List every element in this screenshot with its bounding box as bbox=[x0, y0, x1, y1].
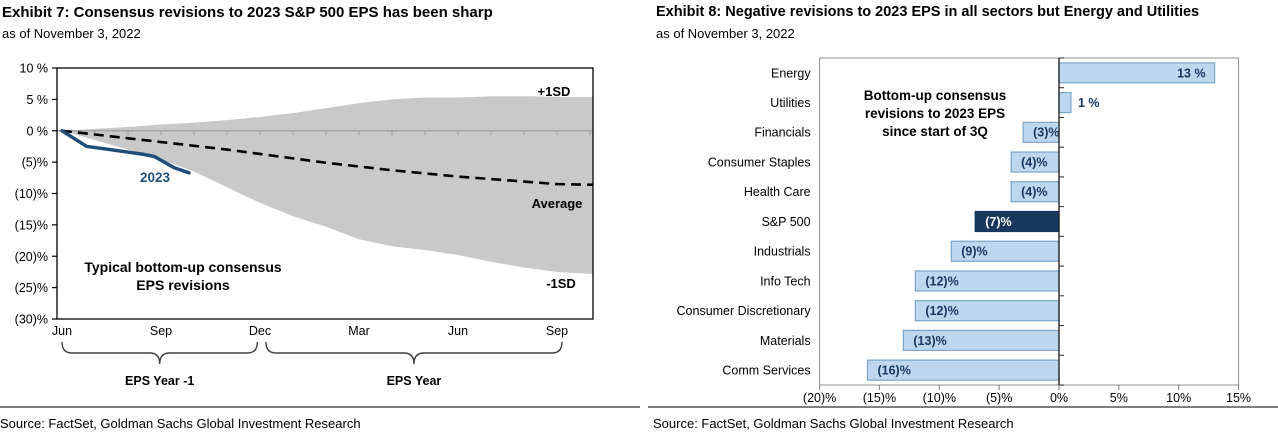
x-tick-label: 10% bbox=[1166, 391, 1191, 405]
x-tick-label: Mar bbox=[348, 324, 370, 338]
exhibit-7-source: Source: FactSet, Goldman Sachs Global In… bbox=[0, 416, 361, 431]
category-label: Health Care bbox=[744, 185, 811, 199]
bar-value-label: (12)% bbox=[925, 274, 958, 288]
brace bbox=[61, 341, 259, 365]
minus1sd-label: -1SD bbox=[546, 276, 576, 291]
x-tick-label: Dec bbox=[249, 324, 271, 338]
exhibit-7-subtitle: as of November 3, 2022 bbox=[2, 26, 141, 41]
y-tick-label: (15)% bbox=[15, 218, 48, 232]
exhibit-7-title: Exhibit 7: Consensus revisions to 2023 S… bbox=[2, 4, 493, 21]
chart-annotation: revisions to 2023 EPS bbox=[865, 106, 1005, 121]
chart-annotation: Bottom-up consensus bbox=[864, 88, 1007, 103]
bar-value-label: (4)% bbox=[1021, 185, 1047, 199]
x-tick-label: Jun bbox=[52, 324, 72, 338]
y-tick-label: (5)% bbox=[22, 156, 48, 170]
eps-revisions-line-chart: 10 % 5 % 0 % (5)% (10)% (15)% (20)% (25)% (30)% J… bbox=[15, 62, 594, 388]
x-tick-label: (20)% bbox=[803, 391, 836, 405]
y-tick-label: 0 % bbox=[26, 124, 48, 138]
plus1sd-label: +1SD bbox=[538, 84, 571, 99]
category-label: Industrials bbox=[754, 245, 811, 259]
exhibit-7-panel: Exhibit 7: Consensus revisions to 2023 S… bbox=[0, 4, 640, 431]
x-tick-label: (15)% bbox=[863, 391, 896, 405]
average-line bbox=[61, 129, 593, 187]
bar-value-label: (4)% bbox=[1021, 155, 1047, 169]
category-label: Comm Services bbox=[722, 364, 810, 378]
sector-revisions-bar-chart: 13 % Energy 1 % Utilities (3)% Financials (4)%… bbox=[677, 57, 1251, 405]
bar-value-label: (9)% bbox=[961, 245, 987, 259]
y-tick-label: 10 % bbox=[20, 62, 49, 76]
x-tick-label: Jun bbox=[448, 324, 468, 338]
category-label: Utilities bbox=[770, 96, 810, 110]
chart-annotation: EPS revisions bbox=[136, 277, 230, 293]
bar-value-label: 13 % bbox=[1177, 66, 1206, 80]
category-label: Consumer Discretionary bbox=[677, 304, 812, 318]
category-label: Financials bbox=[754, 126, 810, 140]
category-label: S&P 500 bbox=[761, 215, 810, 229]
x-tick-label: (5)% bbox=[986, 391, 1012, 405]
separator-line bbox=[648, 406, 1278, 408]
x-tick-label: Sep bbox=[150, 324, 172, 338]
x-tick-label: 0% bbox=[1050, 391, 1068, 405]
exhibit-8-title: Exhibit 8: Negative revisions to 2023 EP… bbox=[656, 4, 1200, 20]
line-2023-label: 2023 bbox=[140, 170, 171, 185]
brace-label: EPS Year -1 bbox=[125, 374, 194, 388]
category-label: Energy bbox=[771, 66, 811, 80]
average-label: Average bbox=[532, 196, 583, 211]
x-tick-label: (10)% bbox=[923, 391, 956, 405]
x-tick-label: 5% bbox=[1110, 391, 1128, 405]
brace-label: EPS Year bbox=[387, 374, 442, 388]
category-label: Info Tech bbox=[760, 274, 811, 288]
x-tick-label: Sep bbox=[546, 324, 568, 338]
y-tick-label: (20)% bbox=[15, 250, 48, 264]
y-tick-label: (25)% bbox=[15, 281, 48, 295]
bar-value-label: (12)% bbox=[925, 304, 958, 318]
bar-value-label: (3)% bbox=[1033, 126, 1059, 140]
y-tick-label: 5 % bbox=[26, 93, 48, 107]
sd-band bbox=[62, 96, 593, 274]
exhibit-8-panel: Exhibit 8: Negative revisions to 2023 EP… bbox=[648, 0, 1278, 439]
exhibit-8-source: Source: FactSet, Goldman Sachs Global In… bbox=[653, 416, 1014, 431]
category-label: Consumer Staples bbox=[708, 155, 811, 169]
exhibit-8-subtitle: as of November 3, 2022 bbox=[656, 26, 795, 41]
brace bbox=[265, 341, 563, 365]
y-tick-label: (30)% bbox=[15, 313, 48, 327]
plot-border bbox=[819, 57, 1240, 386]
chart-annotation: Typical bottom-up consensus bbox=[84, 259, 282, 275]
bar-value-label: (7)% bbox=[985, 215, 1011, 229]
chart-annotation: since start of 3Q bbox=[882, 124, 988, 139]
bar-value-label: 1 % bbox=[1078, 96, 1100, 110]
category-label: Materials bbox=[760, 334, 811, 348]
bar-utilities bbox=[1058, 91, 1072, 114]
bar-value-label: (16)% bbox=[877, 364, 910, 378]
line-2023 bbox=[60, 129, 191, 175]
y-tick-label: (10)% bbox=[15, 187, 48, 201]
bar-value-label: (13)% bbox=[913, 334, 946, 348]
x-tick-label: 15% bbox=[1226, 391, 1251, 405]
separator-line bbox=[0, 406, 640, 408]
